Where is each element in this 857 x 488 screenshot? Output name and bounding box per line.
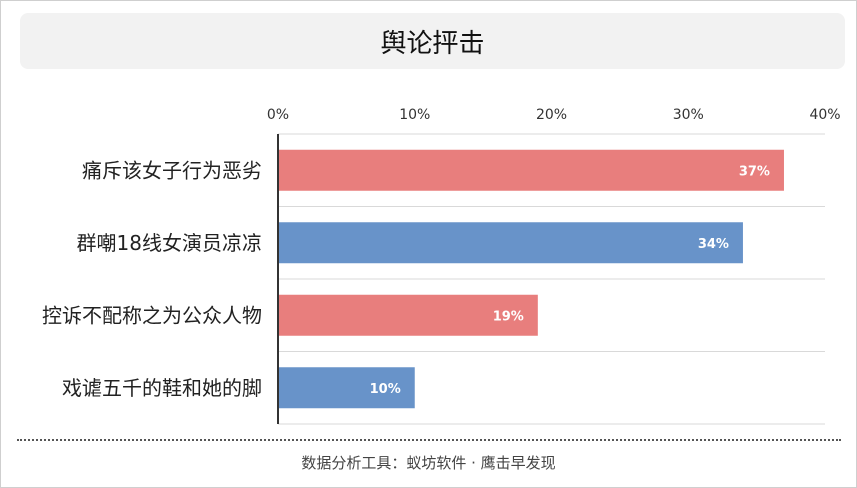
bar — [278, 149, 784, 191]
x-tick-label: 0% — [267, 107, 289, 123]
title-banner: 舆论抨击 — [20, 13, 845, 69]
bar — [278, 222, 743, 264]
x-tick-label: 10% — [399, 107, 430, 123]
chart-title: 舆论抨击 — [380, 28, 485, 59]
footer-credit: 数据分析工具：蚁坊软件 · 鹰击早发现 — [301, 454, 556, 472]
value-label: 19% — [493, 309, 524, 324]
value-label: 10% — [370, 382, 401, 397]
category-label: 痛斥该女子行为恶劣 — [82, 158, 262, 182]
footer-divider — [17, 439, 841, 441]
x-tick-label: 20% — [536, 107, 567, 123]
x-tick-label: 40% — [809, 107, 840, 123]
value-label: 34% — [698, 237, 729, 252]
bar — [278, 367, 415, 409]
value-label: 37% — [739, 164, 770, 179]
category-label: 戏谑五千的鞋和她的脚 — [62, 376, 262, 400]
x-tick-label: 30% — [673, 107, 704, 123]
category-label: 群嘲18线女演员凉凉 — [77, 231, 262, 255]
category-label: 控诉不配称之为公众人物 — [42, 303, 262, 327]
bar — [278, 294, 538, 336]
